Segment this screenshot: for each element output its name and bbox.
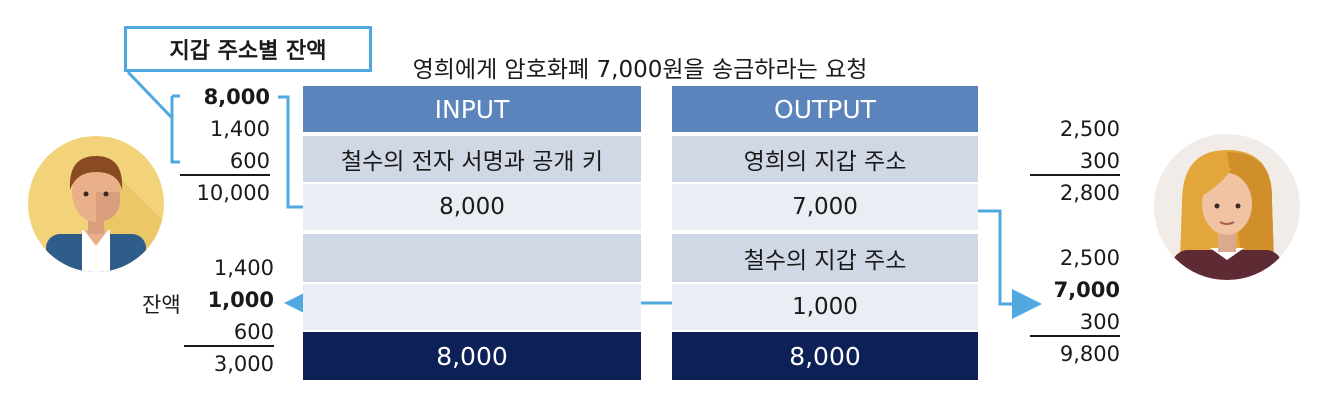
man-avatar-icon	[28, 136, 164, 272]
balance-label: 잔액	[142, 293, 181, 317]
input-header: INPUT	[303, 86, 641, 132]
input-row-amount: 8,000	[303, 184, 641, 230]
output-row-change-amount: 1,000	[672, 284, 978, 330]
right-top-sum: 2,800	[1059, 181, 1120, 205]
input-row-signature: 철수의 전자 서명과 공개 키	[303, 136, 641, 182]
left-bottom-value: 600	[184, 319, 274, 347]
left-bottom-value: 1,400	[213, 256, 274, 280]
input-row-empty-1	[303, 234, 641, 282]
left-bottom-value: 1,000	[207, 288, 274, 312]
left-top-value: 8,000	[203, 85, 270, 109]
output-row-receiver-address: 영희의 지갑 주소	[672, 136, 978, 182]
callout-line	[126, 70, 180, 164]
left-top-value: 1,400	[209, 117, 270, 141]
request-title: 영희에게 암호화폐 7,000원을 송금하라는 요청	[412, 57, 868, 83]
right-top-value: 300	[1030, 148, 1120, 176]
woman-avatar-icon	[1154, 134, 1300, 280]
left-bottom-sum: 3,000	[213, 352, 274, 376]
right-bottom-value: 300	[1030, 309, 1120, 337]
right-bottom-sum: 9,800	[1059, 342, 1120, 366]
output-row-receiver-amount: 7,000	[672, 184, 978, 230]
right-bottom-value: 2,500	[1059, 246, 1120, 270]
output-row-sender-address: 철수의 지갑 주소	[672, 234, 978, 282]
input-row-empty-2	[303, 284, 641, 330]
right-bottom-value: 7,000	[1053, 278, 1120, 302]
wallet-balance-label: 지갑 주소별 잔액	[124, 26, 372, 72]
left-top-sum: 10,000	[196, 181, 270, 205]
output-header: OUTPUT	[672, 86, 978, 132]
left-top-value: 600	[180, 148, 270, 176]
output-total: 8,000	[672, 332, 978, 380]
right-top-value: 2,500	[1059, 117, 1120, 141]
input-total: 8,000	[303, 332, 641, 380]
